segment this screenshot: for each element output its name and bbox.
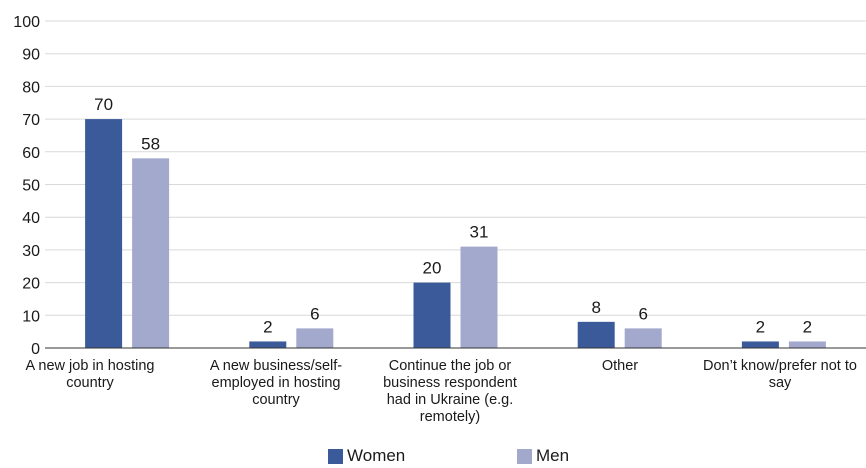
y-axis: 0 10 20 30 40 50 60 70 80 90 100 bbox=[13, 14, 40, 358]
category-label-new-business: A new business/self-employed in hosting … bbox=[209, 358, 343, 408]
y-tick-label: 100 bbox=[13, 14, 40, 31]
gridlines bbox=[45, 20, 866, 316]
category-label-continue-job: Continue the job or business respondent … bbox=[383, 358, 517, 425]
data-label-men-3: 6 bbox=[638, 304, 647, 323]
category-label-other: Other bbox=[601, 358, 639, 374]
y-tick-label: 60 bbox=[22, 145, 40, 162]
data-label-men-4: 2 bbox=[803, 317, 812, 336]
data-label-men-1: 6 bbox=[310, 304, 319, 323]
bar-women-0 bbox=[85, 119, 123, 348]
legend-label-women: Women bbox=[347, 446, 406, 465]
legend-item-men: Men bbox=[517, 446, 569, 466]
bar-women-3 bbox=[577, 321, 615, 348]
category-label-new-job: A new job in hosting country bbox=[25, 358, 155, 391]
data-labels: 70 2 20 8 2 58 6 31 6 2 bbox=[94, 95, 812, 336]
y-tick-label: 90 bbox=[22, 47, 40, 64]
data-label-women-0: 70 bbox=[94, 95, 113, 114]
bar-men-4 bbox=[788, 341, 826, 348]
bar-men-2 bbox=[460, 246, 498, 348]
y-tick-label: 40 bbox=[22, 210, 40, 227]
legend-swatch-men bbox=[517, 448, 532, 464]
data-label-women-4: 2 bbox=[756, 317, 765, 336]
bars bbox=[85, 119, 826, 348]
bar-chart: 0 10 20 30 40 50 60 70 80 90 100 70 2 20 8 2 58 6 31 6 2 bbox=[13, 14, 866, 358]
y-tick-label: 80 bbox=[22, 79, 40, 96]
data-label-women-1: 2 bbox=[263, 317, 272, 336]
legend-label-men: Men bbox=[536, 446, 570, 465]
category-label-dont-know: Don’t know/prefer not to say bbox=[703, 358, 857, 391]
y-tick-label: 30 bbox=[22, 243, 40, 260]
bar-women-4 bbox=[741, 341, 779, 348]
legend-swatch-women bbox=[328, 448, 343, 464]
y-tick-label: 50 bbox=[22, 178, 40, 195]
y-tick-label: 10 bbox=[22, 308, 40, 325]
data-label-men-2: 31 bbox=[470, 223, 489, 242]
bar-men-0 bbox=[132, 158, 170, 348]
legend: Women Men bbox=[0, 446, 866, 468]
data-label-men-0: 58 bbox=[141, 134, 160, 153]
bar-men-1 bbox=[296, 328, 334, 348]
legend-item-women: Women bbox=[328, 446, 405, 466]
y-tick-label: 20 bbox=[22, 276, 40, 293]
bar-women-2 bbox=[413, 282, 451, 348]
bar-men-3 bbox=[624, 328, 662, 348]
bar-women-1 bbox=[249, 341, 287, 348]
data-label-women-2: 20 bbox=[423, 259, 442, 278]
y-tick-label: 0 bbox=[31, 341, 40, 358]
y-tick-label: 70 bbox=[22, 112, 40, 129]
data-label-women-3: 8 bbox=[591, 298, 600, 317]
